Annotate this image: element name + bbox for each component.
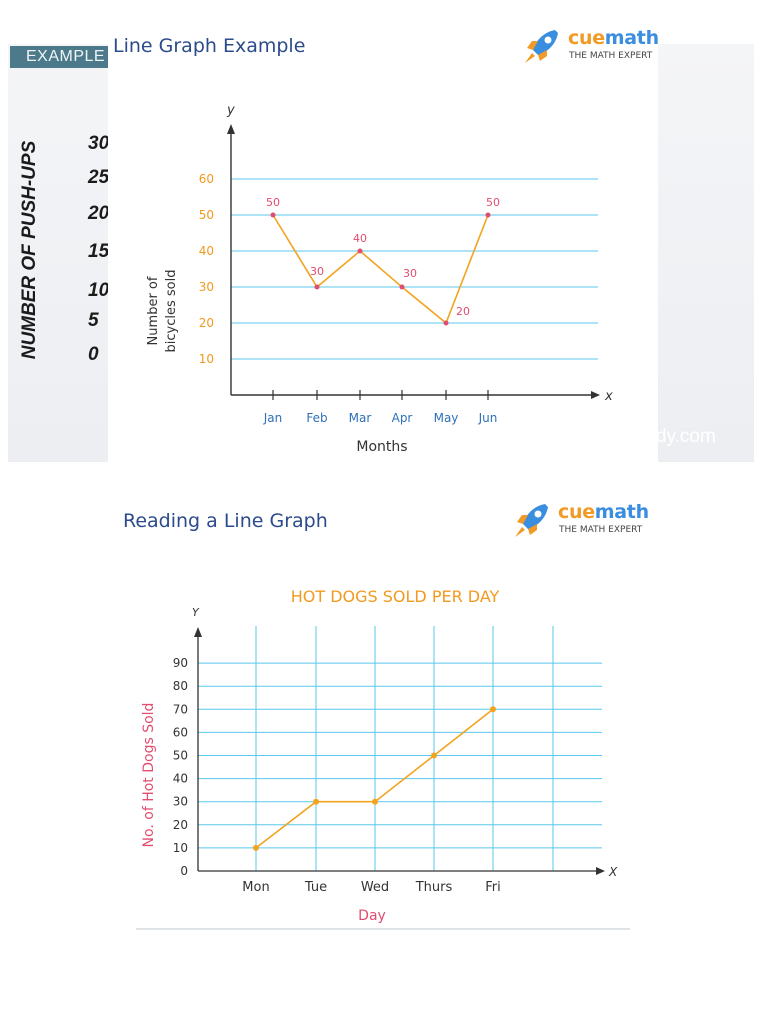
y-tick-label: 20 [199, 316, 214, 330]
series-line [272, 214, 489, 325]
data-point [357, 248, 363, 254]
data-point [253, 844, 259, 851]
data-point [485, 212, 491, 218]
y-axis-title: No. of Hot Dogs Sold [141, 703, 157, 848]
y-axis-title: Number of [146, 276, 161, 345]
data-label: 20 [456, 305, 470, 318]
x-tick-label: Mar [349, 411, 372, 425]
watermark-text: dy.com [656, 426, 716, 447]
x-tick-label: Wed [361, 880, 389, 895]
y-tick-label: 60 [199, 172, 214, 186]
x-tick-label: Apr [392, 411, 413, 425]
y-tick-label: 80 [173, 679, 188, 693]
data-label: 30 [403, 267, 417, 280]
brand-logo: cuemath THE MATH EXPERT [522, 26, 662, 70]
y-tick-label: 30 [199, 280, 214, 294]
data-point [431, 752, 437, 759]
x-tick-label: Thurs [415, 880, 453, 895]
chart2-heading: Reading a Line Graph [123, 510, 328, 532]
data-point [399, 284, 405, 290]
x-tick-label: Jun [478, 411, 498, 425]
rocket-icon [525, 30, 558, 63]
y-axis-symbol: Y [192, 606, 200, 619]
x-axis-arrow-icon [591, 391, 600, 399]
pushups-tick: 25 [88, 167, 110, 188]
chart-card-bicycles [108, 22, 658, 462]
x-tick-label: Feb [306, 411, 327, 425]
chart1-title: Line Graph Example [113, 35, 306, 57]
y-tick-label: 90 [173, 656, 188, 670]
data-label: 40 [353, 232, 367, 245]
y-tick-label: 40 [173, 772, 188, 786]
y-axis-arrow-icon [227, 124, 235, 134]
y-tick-label: 40 [199, 244, 214, 258]
y-axis-title: bicycles sold [164, 270, 179, 353]
y-tick-label: 0 [180, 864, 188, 878]
chart2-title: HOT DOGS SOLD PER DAY [291, 587, 500, 606]
brand-tagline: THE MATH EXPERT [559, 525, 643, 535]
data-point [270, 212, 276, 218]
x-tick-label: Fri [485, 880, 501, 895]
data-point [443, 320, 449, 326]
y-tick-label: 60 [173, 725, 188, 739]
data-point [372, 798, 378, 805]
y-tick-label: 70 [173, 702, 188, 716]
data-label: 30 [310, 265, 324, 278]
brand-name: cuemath [558, 501, 649, 523]
y-axis-symbol: y [226, 103, 235, 118]
x-tick-label: Mon [242, 880, 269, 895]
chart1-svg: 10 20 30 40 50 60 x y Number of bicycles sold Jan F… [146, 103, 613, 455]
data-point [314, 284, 320, 290]
x-axis-title: Day [358, 908, 386, 924]
pushups-tick: 30 [88, 133, 110, 154]
brand-tagline: THE MATH EXPERT [569, 51, 653, 61]
x-tick-label: May [434, 411, 459, 425]
data-point [313, 798, 319, 805]
y-tick-label: 10 [173, 841, 188, 855]
pushups-tick: 20 [88, 203, 110, 224]
data-point [490, 706, 496, 713]
data-label: 50 [486, 196, 500, 209]
y-tick-label: 50 [199, 208, 214, 222]
x-axis-arrow-icon [596, 867, 605, 875]
y-tick-label: 10 [199, 352, 214, 366]
pushups-tick: 15 [88, 241, 110, 262]
pushups-tick: 0 [88, 344, 99, 365]
x-axis-symbol: X [608, 865, 618, 879]
y-tick-label: 50 [173, 749, 188, 763]
y-tick-label: 30 [173, 795, 188, 809]
pushups-tick: 10 [88, 280, 110, 301]
brand-logo: cuemath THE MATH EXPERT [512, 500, 652, 544]
brand-name: cuemath [568, 27, 659, 49]
y-tick-label: 20 [173, 818, 188, 832]
chart2-svg: HOT DOGS SOLD PER DAY 0 10 20 30 40 50 60 70 80 90… [141, 587, 618, 924]
section-divider [136, 928, 630, 930]
y-axis-arrow-icon [194, 627, 202, 637]
x-axis-symbol: x [604, 389, 613, 404]
x-tick-label: Tue [304, 880, 327, 895]
rocket-icon [515, 504, 548, 537]
example-tag: EXAMPLE [10, 46, 108, 68]
data-label: 50 [266, 196, 280, 209]
pushups-tick: 5 [88, 310, 99, 331]
x-tick-label: Jan [263, 411, 283, 425]
x-axis-title: Months [356, 439, 407, 455]
